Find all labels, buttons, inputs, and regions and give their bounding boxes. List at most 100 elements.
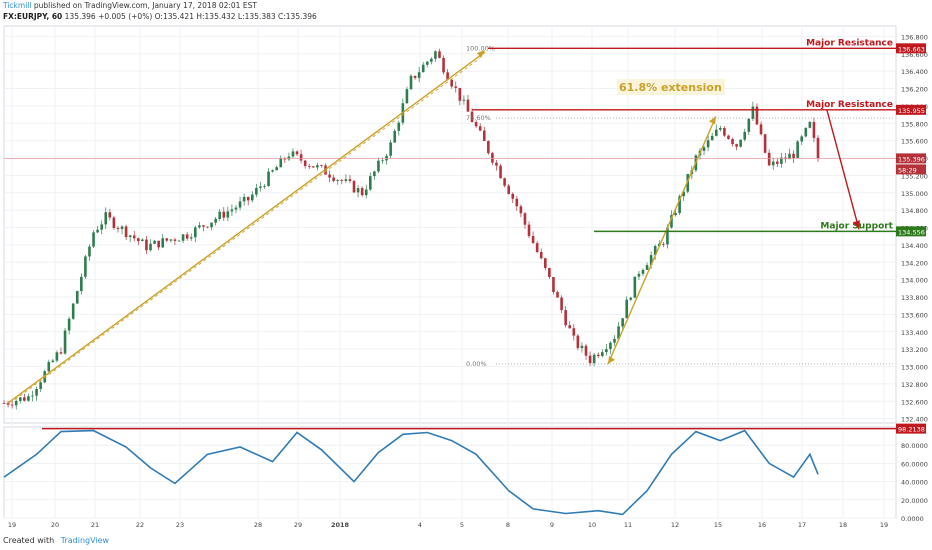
time-tick-label: 19 — [880, 521, 888, 529]
candle-body — [92, 232, 95, 247]
price-tick-label: 132.600 — [901, 398, 928, 406]
candle-body — [796, 141, 799, 158]
candle-body — [409, 75, 413, 90]
candle-body — [340, 180, 344, 181]
candle-body — [295, 151, 299, 155]
candle-body — [458, 87, 462, 101]
candle-body — [153, 240, 156, 244]
candle-body — [584, 345, 588, 356]
candle-body — [23, 397, 26, 401]
candle-body — [629, 297, 633, 300]
candle-body — [2, 403, 6, 404]
candle-body — [59, 352, 63, 354]
candle-body — [149, 243, 152, 251]
created-with-text: Created with — [3, 536, 55, 545]
candle-body — [84, 256, 87, 277]
time-tick-label: 4 — [418, 521, 422, 529]
candle-body — [653, 246, 657, 256]
extension-arrow-head — [709, 116, 716, 125]
candle-body — [499, 165, 502, 179]
candle-body — [487, 140, 490, 154]
level-price-label: 136.663 — [898, 45, 925, 53]
current-price-tag — [896, 153, 926, 164]
candle-body — [405, 89, 409, 104]
candle-body — [507, 185, 510, 194]
candle-body — [307, 166, 311, 167]
candle-body — [246, 196, 250, 201]
candle-body — [120, 226, 124, 229]
candle-body — [80, 276, 83, 292]
candle-body — [275, 167, 278, 171]
price-tick-label: 136.400 — [901, 68, 928, 76]
candle-body — [572, 328, 576, 336]
candle-body — [670, 215, 673, 228]
candle-body — [250, 194, 254, 201]
candle-body — [165, 238, 169, 241]
candle-body — [548, 268, 551, 277]
candle-body — [185, 234, 189, 239]
candle-body — [161, 238, 165, 248]
rsi-level-tag — [896, 423, 926, 434]
candle-body — [181, 234, 185, 241]
price-tick-label: 134.800 — [901, 207, 928, 215]
candle-body — [747, 118, 751, 132]
price-pane — [3, 25, 897, 424]
fib-level-label: 0.00% — [466, 360, 487, 368]
candle-body — [466, 99, 470, 112]
candle-body — [421, 64, 425, 73]
chart-header: Tickmill published on TradingView.com, J… — [0, 0, 932, 24]
footer: Created with TradingView — [3, 536, 109, 545]
candle-body — [193, 227, 197, 238]
candle-body — [328, 174, 331, 178]
time-tick-label: 16 — [758, 521, 766, 529]
price-tick-label: 135.600 — [901, 138, 928, 146]
extension-label-bg — [617, 79, 725, 95]
price-tick-label: 136.800 — [901, 33, 928, 41]
current-price-label: 135.396 — [898, 155, 925, 163]
candle-body — [389, 142, 392, 156]
tradingview-logo[interactable]: TradingView — [60, 536, 110, 545]
candle-body — [800, 136, 804, 142]
candle-body — [96, 229, 99, 233]
time-tick-label: 21 — [91, 521, 99, 529]
price-tick-label: 134.400 — [901, 242, 928, 250]
candle-body — [600, 352, 604, 357]
price-tick-label: 134.200 — [901, 259, 928, 267]
rsi-level-label: 98.2138 — [898, 426, 925, 434]
uptrend-arrow-head — [477, 50, 485, 59]
candle-body — [336, 180, 340, 181]
candle-body — [177, 240, 181, 242]
candle-body — [10, 404, 14, 406]
candle-body — [141, 239, 144, 242]
candle-body — [267, 171, 270, 186]
candle-body — [678, 196, 681, 214]
candle-body — [279, 158, 283, 168]
publish-info: published on TradingView.com, January 17… — [33, 1, 257, 10]
uptrend-line — [7, 51, 486, 404]
candle-body — [576, 335, 580, 349]
candle-body — [511, 193, 515, 199]
candle-body — [202, 225, 205, 227]
candle-body — [18, 397, 22, 401]
candle-body — [255, 187, 258, 195]
price-tick-label: 135.000 — [901, 190, 928, 198]
extension-label: 61.8% extension — [619, 81, 722, 94]
candle-body — [666, 227, 669, 245]
level-price-tag — [896, 104, 926, 115]
price-tick-label: 133.000 — [901, 364, 928, 372]
candle-body — [739, 139, 742, 147]
candle-body — [88, 246, 91, 257]
candle-body — [132, 235, 136, 239]
candle-body — [137, 238, 140, 242]
time-tick-label: 8 — [506, 521, 510, 529]
candle-body — [723, 127, 726, 136]
candle-body — [462, 99, 466, 101]
candle-body — [360, 188, 364, 196]
author-link[interactable]: Tickmill — [3, 1, 32, 10]
candle-body — [214, 218, 217, 223]
candle-body — [759, 124, 763, 135]
candle-body — [637, 273, 641, 277]
candle-body — [491, 153, 494, 163]
candle-body — [442, 57, 445, 73]
